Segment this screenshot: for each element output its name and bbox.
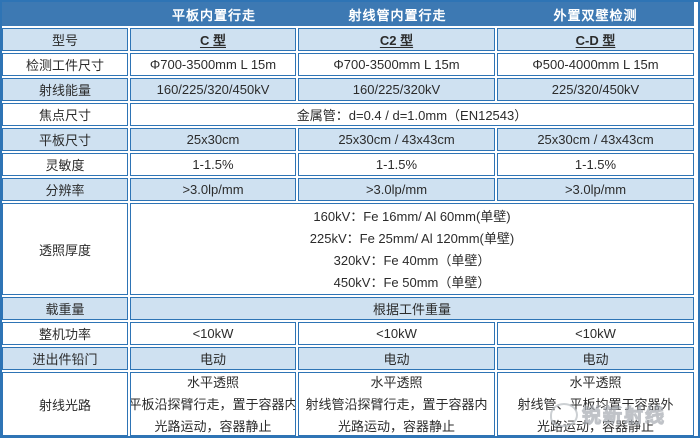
value-line: 320kV：Fe 40mm（单壁） [333, 252, 491, 268]
value-cell: Φ700-3500mm L 15m [298, 53, 495, 76]
value-line: 水平透照 [569, 374, 622, 390]
row-label-cell: 焦点尺寸 [2, 103, 128, 126]
value-cell: C-D 型 [497, 28, 694, 51]
value-cell: Φ500-4000mm L 15m [497, 53, 694, 76]
value-cell: 225/320/450kV [497, 78, 694, 101]
value-cell: C 型 [130, 28, 296, 51]
table-row: 检测工件尺寸 Φ700-3500mm L 15m Φ700-3500mm L 15m… [2, 53, 698, 76]
value-cell: <10kW [298, 322, 495, 345]
value-cell: 1-1.5% [298, 153, 495, 176]
table-row: 透照厚度 160kV：Fe 16mm/ Al 60mm(单壁) 225kV：Fe 2… [2, 203, 698, 295]
table-row: 灵敏度 1-1.5% 1-1.5% 1-1.5% [2, 153, 698, 176]
table-row: 整机功率 <10kW <10kW <10kW [2, 322, 698, 345]
value-cell: 电动 [497, 347, 694, 370]
value-line: 450kV：Fe 50mm（单壁） [333, 274, 491, 290]
value-line: 225kV：Fe 25mm/ Al 120mm(单壁) [309, 230, 515, 246]
table-row: 型号 C 型 C2 型 C-D 型 [2, 28, 698, 51]
row-label-cell: 分辨率 [2, 178, 128, 201]
table-row: 载重量 根据工件重量 [2, 297, 698, 320]
table-row: 分辨率 >3.0lp/mm >3.0lp/mm >3.0lp/mm [2, 178, 698, 201]
table-row: 射线光路 水平透照 平板沿探臂行走，置于容器内 光路运动，容器静止 水平透照 射线管沿探臂… [2, 372, 698, 436]
value-line: 光路运动，容器静止 [337, 418, 455, 434]
table-row: 进出件铅门 电动 电动 电动 [2, 347, 698, 370]
row-label-cell: 检测工件尺寸 [2, 53, 128, 76]
row-label-cell: 整机功率 [2, 322, 128, 345]
value-cell: 水平透照射线管、平板均置于容器外 光路运动，容器静止 [497, 372, 694, 436]
value-cell: Φ700-3500mm L 15m [130, 53, 296, 76]
row-label-cell: 射线能量 [2, 78, 128, 101]
table-header-row: 平板内置行走 射线管内置行走 外置双壁检测 [2, 2, 698, 26]
value-line: 水平透照 [186, 374, 239, 390]
value-cell: >3.0lp/mm [497, 178, 694, 201]
row-label-cell: 射线光路 [2, 372, 128, 436]
value-cell: <10kW [497, 322, 694, 345]
value-line: 平板沿探臂行走，置于容器内 [130, 396, 296, 412]
row-label-cell: 平板尺寸 [2, 128, 128, 151]
value-cell: 25x30cm / 43x43cm [497, 128, 694, 151]
row-label-cell: 透照厚度 [2, 203, 128, 295]
value-line: 光路运动，容器静止 [154, 418, 272, 434]
value-cell: C2 型 [298, 28, 495, 51]
table-row: 射线能量 160/225/320/450kV 160/225/320kV 225/32… [2, 78, 698, 101]
value-cell: 电动 [130, 347, 296, 370]
value-cell: 25x30cm / 43x43cm [298, 128, 495, 151]
value-cell: 1-1.5% [130, 153, 296, 176]
value-cell: >3.0lp/mm [130, 178, 296, 201]
value-line: 160kV：Fe 16mm/ Al 60mm(单壁) [313, 208, 511, 224]
table-row: 平板尺寸 25x30cm 25x30cm / 43x43cm 25x30cm / 43… [2, 128, 698, 151]
value-line: 光路运动，容器静止 [536, 418, 654, 434]
row-label-cell: 载重量 [2, 297, 128, 320]
header-cell: 射线管内置行走 [298, 2, 497, 26]
value-cell: >3.0lp/mm [298, 178, 495, 201]
table-row: 焦点尺寸 金属管：d=0.4 / d=1.0mm（EN12543） [2, 103, 698, 126]
row-label-cell: 型号 [2, 28, 128, 51]
value-line: 水平透照 [370, 374, 423, 390]
value-cell: 水平透照平板沿探臂行走，置于容器内 光路运动，容器静止 [130, 372, 296, 436]
row-label-cell: 灵敏度 [2, 153, 128, 176]
value-cell-span: 根据工件重量 [130, 297, 694, 320]
row-label-cell: 进出件铅门 [2, 347, 128, 370]
value-cell: 水平透照射线管沿探臂行走，置于容器内 光路运动，容器静止 [298, 372, 495, 436]
value-cell-span: 金属管：d=0.4 / d=1.0mm（EN12543） [130, 103, 694, 126]
header-cell-empty [2, 2, 130, 26]
value-cell: 25x30cm [130, 128, 296, 151]
value-cell: 1-1.5% [497, 153, 694, 176]
value-cell: 160/225/320kV [298, 78, 495, 101]
value-cell-span: 160kV：Fe 16mm/ Al 60mm(单壁) 225kV：Fe 25mm/… [130, 203, 694, 295]
header-cell: 外置双壁检测 [497, 2, 694, 26]
value-cell: 电动 [298, 347, 495, 370]
value-line: 射线管沿探臂行走，置于容器内 [305, 396, 488, 412]
value-cell: 160/225/320/450kV [130, 78, 296, 101]
value-cell: <10kW [130, 322, 296, 345]
header-cell: 平板内置行走 [130, 2, 298, 26]
value-line: 射线管、平板均置于容器外 [517, 396, 674, 412]
